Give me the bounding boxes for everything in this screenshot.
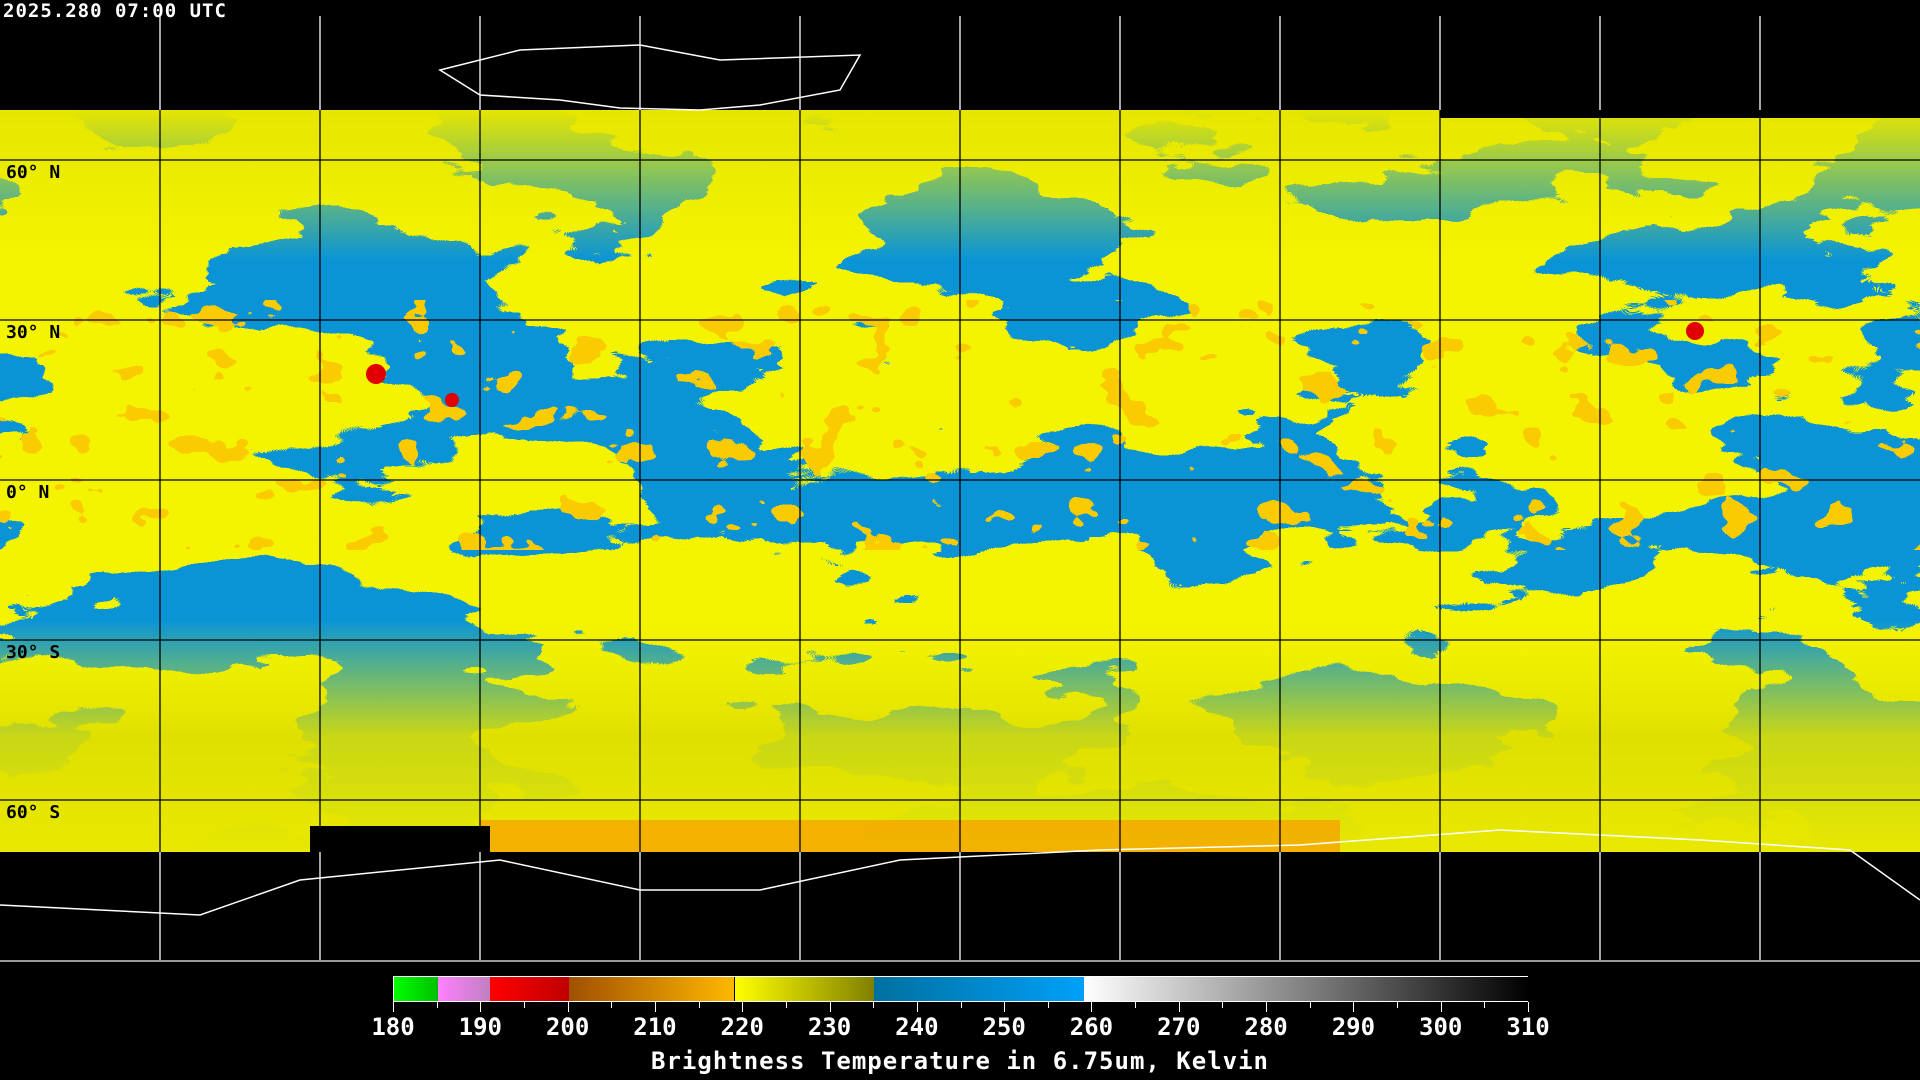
northern-data-gap [1440, 108, 1920, 118]
latitude-label: 0° N [6, 482, 50, 503]
map-bottom-border [0, 960, 1920, 962]
colorbar-tick [829, 1002, 831, 1012]
colorbar-tick [873, 1002, 875, 1008]
colorbar-segment [568, 977, 735, 1001]
colorbar-tick-label: 180 [371, 1013, 415, 1041]
colorbar-tick [1222, 1002, 1224, 1008]
colorbar-tick-label: 210 [633, 1013, 677, 1041]
colorbar-tick [1397, 1002, 1399, 1008]
colorbar-tick-label: 220 [720, 1013, 764, 1041]
colorbar-tick-label: 200 [545, 1013, 590, 1041]
colorbar-tick [1178, 1002, 1180, 1012]
colorbar-tick [1047, 1002, 1049, 1008]
colorbar-tick-label: 190 [458, 1013, 502, 1041]
water-vapor-map [0, 16, 1920, 960]
latitude-label: 30° S [6, 642, 61, 663]
colorbar-tick [523, 1002, 525, 1008]
colorbar-tick-label: 240 [895, 1013, 939, 1041]
colorbar-tick [654, 1002, 656, 1012]
antarctica-outline [0, 829, 1920, 916]
colorbar-tick-label: 260 [1069, 1013, 1114, 1041]
colorbar-tick [1091, 1002, 1093, 1012]
colorbar-segment [394, 977, 438, 1001]
colorbar-tick [785, 1002, 787, 1008]
latitude-label: 60° S [6, 802, 61, 823]
colorbar-tick [698, 1002, 700, 1008]
colorbar-tick [1528, 1002, 1529, 1012]
colorbar-tick-label: 290 [1331, 1013, 1376, 1041]
colorbar-segment [874, 977, 1084, 1001]
colorbar-tick-label: 270 [1157, 1013, 1201, 1041]
colorbar-tick [1309, 1002, 1311, 1008]
colorbar-tick-label: 300 [1419, 1013, 1463, 1041]
colorbar-tick [960, 1002, 962, 1008]
colorbar-segment [490, 977, 569, 1001]
colorbar-tick [1266, 1002, 1268, 1012]
latitude-label: 30° N [6, 322, 61, 343]
colorbar-tick [480, 1002, 482, 1012]
timestamp-label: 2025.280 07:00 UTC [3, 0, 227, 22]
latitude-label: 60° N [6, 162, 61, 183]
colorbar-tick [1484, 1002, 1486, 1008]
colorbar-tick [1004, 1002, 1006, 1012]
hurricane-eye [366, 364, 386, 384]
colorbar-title: Brightness Temperature in 6.75um, Kelvin [651, 1047, 1269, 1075]
colorbar-segment [437, 977, 491, 1001]
colorbar-tick [1135, 1002, 1137, 1008]
colorbar-tick-label: 230 [807, 1013, 852, 1041]
colorbar-tick [611, 1002, 613, 1008]
antarctic-cold-region [480, 820, 1340, 852]
colorbar-tick [916, 1002, 918, 1012]
storm-core [445, 393, 459, 407]
colorbar-tick-label: 280 [1244, 1013, 1288, 1041]
colorbar-tick [436, 1002, 438, 1008]
southern-data-gap [310, 826, 490, 856]
colorbar [393, 976, 1529, 1002]
colorbar-tick [1353, 1002, 1355, 1012]
colorbar-tick [567, 1002, 569, 1012]
colorbar-tick-label: 250 [982, 1013, 1026, 1041]
colorbar-tick [393, 1002, 394, 1012]
colorbar-segment [734, 977, 875, 1001]
colorbar-tick [742, 1002, 744, 1012]
lat-lon-grid [0, 16, 1920, 960]
typhoon-eye [1686, 322, 1704, 340]
colorbar-tick-label: 310 [1506, 1013, 1550, 1041]
colorbar-segment [1083, 977, 1529, 1001]
colorbar-tick [1440, 1002, 1442, 1012]
